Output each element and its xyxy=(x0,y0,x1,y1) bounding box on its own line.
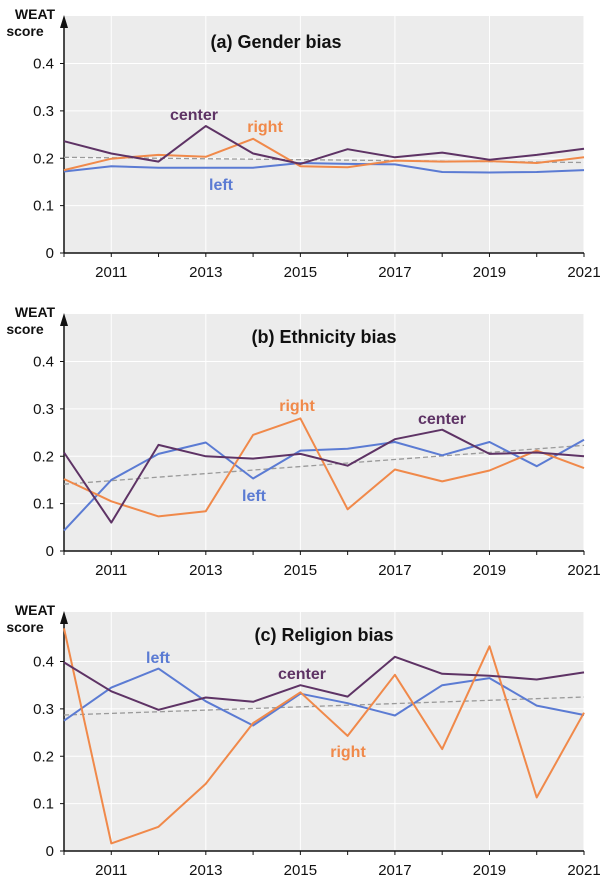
chart-panel-3: 0 0.1 0.2 0.3 0.4 2011 2013 2015 2017 2019 2021 WEA… xyxy=(6,602,600,879)
series-label-left: left xyxy=(242,488,267,505)
y-tick-label: 0 xyxy=(46,245,54,262)
y-tick-label: 0.1 xyxy=(33,198,54,215)
x-tick-label: 2017 xyxy=(378,862,411,879)
chart-panel-1: 0 0.1 0.2 0.3 0.4 2011 2013 2015 2017 2019 2021 WEA… xyxy=(6,6,600,281)
y-tick-label: 0.4 xyxy=(33,56,54,73)
plot-background xyxy=(64,16,584,253)
series-line-right xyxy=(63,137,585,172)
y-tick-label: 0 xyxy=(46,543,54,560)
y-tick-label: 0.3 xyxy=(33,401,54,418)
series-line-right xyxy=(63,417,585,518)
series-label-left: left xyxy=(209,177,234,194)
series-label-center: center xyxy=(418,411,466,428)
plot-background xyxy=(64,612,584,851)
series-line-center xyxy=(63,125,585,165)
chart-panel-2: 0 0.1 0.2 0.3 0.4 2011 2013 2015 2017 2019 2021 WEA… xyxy=(6,304,600,579)
trend-line xyxy=(63,696,585,716)
y-tick-label: 0.1 xyxy=(33,496,54,513)
y-tick-label: 0.2 xyxy=(33,748,54,765)
x-tick-label: 2015 xyxy=(284,264,317,281)
x-tick-label: 2021 xyxy=(567,862,600,879)
x-tick-label: 2015 xyxy=(284,562,317,579)
y-tick-label: 0.4 xyxy=(33,654,54,671)
y-tick-label: 0.1 xyxy=(33,796,54,813)
series-label-right: right xyxy=(279,398,315,415)
y-axis-label-line1: WEAT xyxy=(15,304,56,320)
y-tick-label: 0.2 xyxy=(33,448,54,465)
series-label-left: left xyxy=(146,650,171,667)
y-tick-label: 0.2 xyxy=(33,150,54,167)
series-label-right: right xyxy=(247,119,283,136)
y-tick-label: 0 xyxy=(46,843,54,860)
x-tick-label: 2011 xyxy=(95,862,127,879)
x-tick-label: 2013 xyxy=(189,264,222,281)
y-axis-label-line2: score xyxy=(6,619,44,635)
y-tick-label: 0.4 xyxy=(33,354,54,371)
series-label-right: right xyxy=(330,744,366,761)
y-axis-label-line1: WEAT xyxy=(15,602,56,618)
x-tick-label: 2019 xyxy=(473,264,506,281)
y-axis-label-line2: score xyxy=(6,23,44,39)
x-tick-label: 2019 xyxy=(473,562,506,579)
series-line-left xyxy=(63,667,585,727)
x-tick-label: 2011 xyxy=(95,264,127,281)
x-tick-label: 2019 xyxy=(473,862,506,879)
x-tick-label: 2017 xyxy=(378,562,411,579)
x-tick-label: 2017 xyxy=(378,264,411,281)
series-line-center xyxy=(63,655,585,711)
y-axis-arrow-icon xyxy=(60,611,68,624)
x-tick-label: 2011 xyxy=(95,562,127,579)
x-tick-label: 2021 xyxy=(567,562,600,579)
series-label-center: center xyxy=(278,666,326,683)
x-tick-label: 2015 xyxy=(284,862,317,879)
x-tick-label: 2021 xyxy=(567,264,600,281)
series-label-center: center xyxy=(170,107,218,124)
y-axis-arrow-icon xyxy=(60,313,68,326)
chart-title: (b) Ethnicity bias xyxy=(251,327,396,347)
y-tick-label: 0.3 xyxy=(33,701,54,718)
x-tick-label: 2013 xyxy=(189,862,222,879)
x-tick-label: 2013 xyxy=(189,562,222,579)
series-line-left xyxy=(63,162,585,174)
plot-background xyxy=(64,314,584,551)
y-tick-label: 0.3 xyxy=(33,103,54,120)
chart-title: (a) Gender bias xyxy=(210,32,341,52)
chart-title: (c) Religion bias xyxy=(254,625,393,645)
y-axis-arrow-icon xyxy=(60,15,68,28)
series-line-center xyxy=(63,428,585,524)
series-line-right xyxy=(63,628,585,845)
y-axis-label-line1: WEAT xyxy=(15,6,56,22)
y-axis-label-line2: score xyxy=(6,321,44,337)
